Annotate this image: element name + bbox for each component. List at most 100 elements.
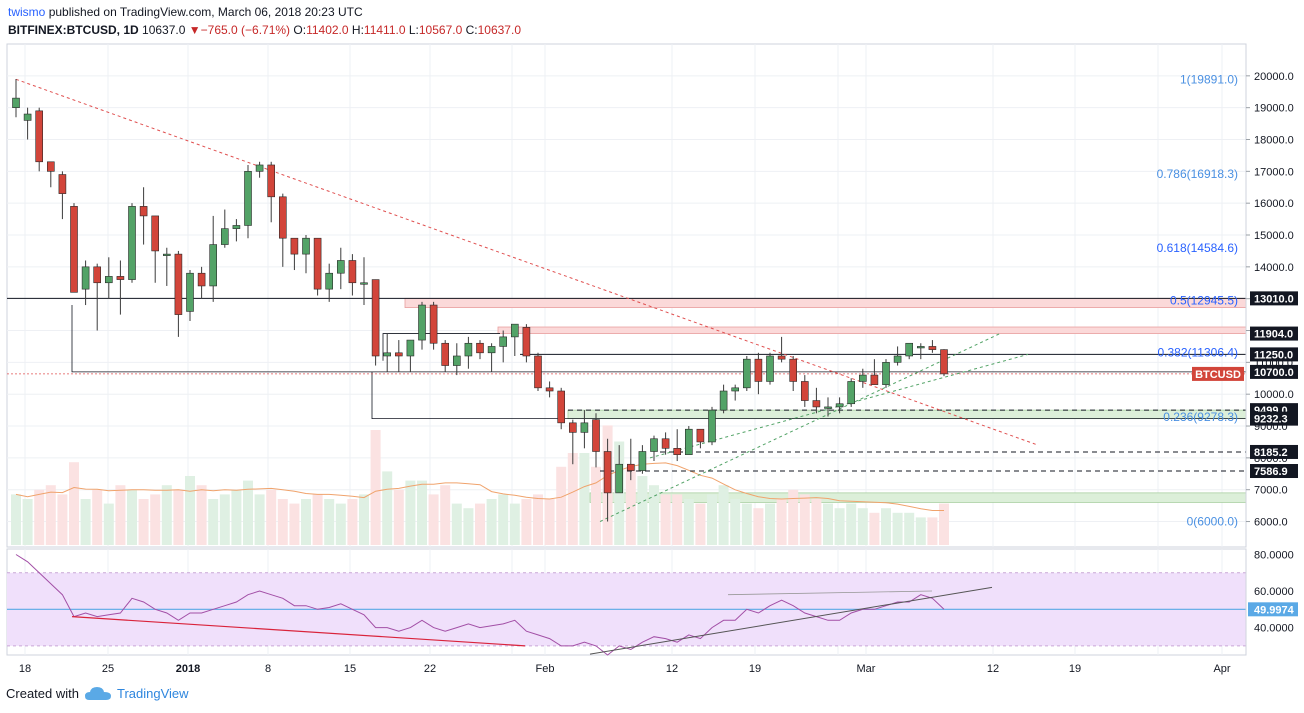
resistance-zone-lower <box>497 326 1247 334</box>
volume-bar <box>161 485 172 545</box>
candle-body <box>371 279 380 357</box>
volume-bar <box>846 503 857 545</box>
candle-body <box>626 463 635 471</box>
volume-bar <box>556 466 567 545</box>
candle-body <box>812 400 821 408</box>
candle-body <box>893 355 902 363</box>
price-tag <box>1250 444 1298 459</box>
candle-body <box>916 346 925 349</box>
high-value: 11411.0 <box>363 23 406 37</box>
price-tag-label: 7586.9 <box>1254 466 1288 478</box>
volume-bar <box>382 471 393 545</box>
volume-bar <box>857 508 868 545</box>
price-tick-label: 16000.0 <box>1254 198 1294 210</box>
volume-bar <box>103 503 114 545</box>
volume-bar <box>359 494 369 545</box>
candle-body <box>742 358 751 389</box>
volume-bar <box>127 489 137 545</box>
volume-bar <box>533 494 543 545</box>
resistance-zone-upper <box>404 297 1247 308</box>
volume-bar <box>509 503 520 545</box>
tradingview-cloud-icon <box>84 686 111 700</box>
downtrend-line <box>15 78 1039 446</box>
volume-bar <box>312 494 323 545</box>
volume-bar <box>475 503 485 545</box>
price-tick-label: 17000.0 <box>1254 166 1294 178</box>
candle-body <box>290 237 299 255</box>
candle-body <box>476 342 484 354</box>
rsi-line <box>15 554 945 656</box>
volume-bar <box>730 499 741 545</box>
candle-body <box>35 110 44 163</box>
candle-body <box>661 438 670 449</box>
candle-body <box>696 428 705 443</box>
volume-bar <box>927 517 938 545</box>
volume-bar <box>231 489 242 545</box>
price-tag <box>1250 411 1298 426</box>
low-value: 10567.0 <box>418 23 463 37</box>
candle-body <box>708 409 716 443</box>
volume-bar <box>347 499 358 545</box>
bracket-line <box>382 333 500 361</box>
volume-bar <box>869 512 880 545</box>
candle-body <box>464 342 473 357</box>
candle-body <box>325 272 334 290</box>
volume-bar <box>115 485 126 545</box>
price-tag-label: 8185.2 <box>1254 447 1288 459</box>
volume-bar <box>92 489 103 545</box>
volume-bar <box>892 512 903 545</box>
price-tag-label: 11250.0 <box>1254 349 1293 361</box>
candle-body <box>870 374 879 385</box>
candle-body <box>116 276 125 280</box>
volume-ma-line <box>15 462 944 511</box>
candle-body <box>568 422 577 433</box>
candle-body <box>348 260 357 284</box>
price-tag-label: BTCUSD <box>1195 369 1241 381</box>
volume-bar <box>196 485 207 545</box>
volume-bar <box>881 508 891 545</box>
candle-body <box>46 161 55 172</box>
volume-bar <box>11 494 21 545</box>
fib-level-label: 1(19891.0) <box>1180 72 1238 86</box>
price-tick-label: 15000.0 <box>1254 230 1294 242</box>
rsi-uptrend-line <box>589 586 993 655</box>
ohlc-legend: BITFINEX:BTCUSD, 1D 10637.0 ▼−765.0 (−6.… <box>8 23 521 37</box>
price-tick-label: 7000.0 <box>1254 485 1288 497</box>
price-tick-label: 18000.0 <box>1254 135 1294 147</box>
volume-bar <box>660 494 671 545</box>
open-value: 11402.0 <box>306 23 349 37</box>
rsi-downtrend-line <box>71 616 526 647</box>
volume-bar <box>741 503 752 545</box>
symbol-label[interactable]: BITFINEX:BTCUSD, 1D <box>8 23 139 37</box>
candle-body <box>128 206 136 280</box>
candle-body <box>882 362 890 385</box>
price-tick-label: 14000.0 <box>1254 262 1294 274</box>
author-name[interactable]: twismo <box>8 5 46 19</box>
candle-body <box>510 323 519 338</box>
candle-body <box>418 304 426 341</box>
volume-bar <box>567 453 578 545</box>
tradingview-brand[interactable]: TradingView <box>116 686 189 701</box>
candle-body <box>394 352 403 357</box>
footer: Created with TradingView <box>6 686 189 701</box>
volume-bar <box>672 494 683 545</box>
candle-body <box>615 463 624 494</box>
volume-bar <box>707 494 717 545</box>
candle-body <box>684 428 693 455</box>
candle-body <box>278 196 287 239</box>
volume-bar <box>266 489 277 545</box>
time-tick-label: 12 <box>666 663 678 675</box>
volume-bar <box>254 494 265 545</box>
open-label: O: <box>293 23 307 37</box>
price-tag <box>1250 464 1298 479</box>
candle-body <box>592 419 600 452</box>
candle-body <box>487 346 496 354</box>
volume-bar <box>428 494 439 545</box>
volume-bar <box>324 499 335 545</box>
volume-bar <box>788 489 799 545</box>
candle-body <box>789 358 798 382</box>
candle-body <box>499 336 508 347</box>
rsi-tick-label: 80.0000 <box>1254 549 1294 561</box>
time-tick-label: 12 <box>987 663 999 675</box>
